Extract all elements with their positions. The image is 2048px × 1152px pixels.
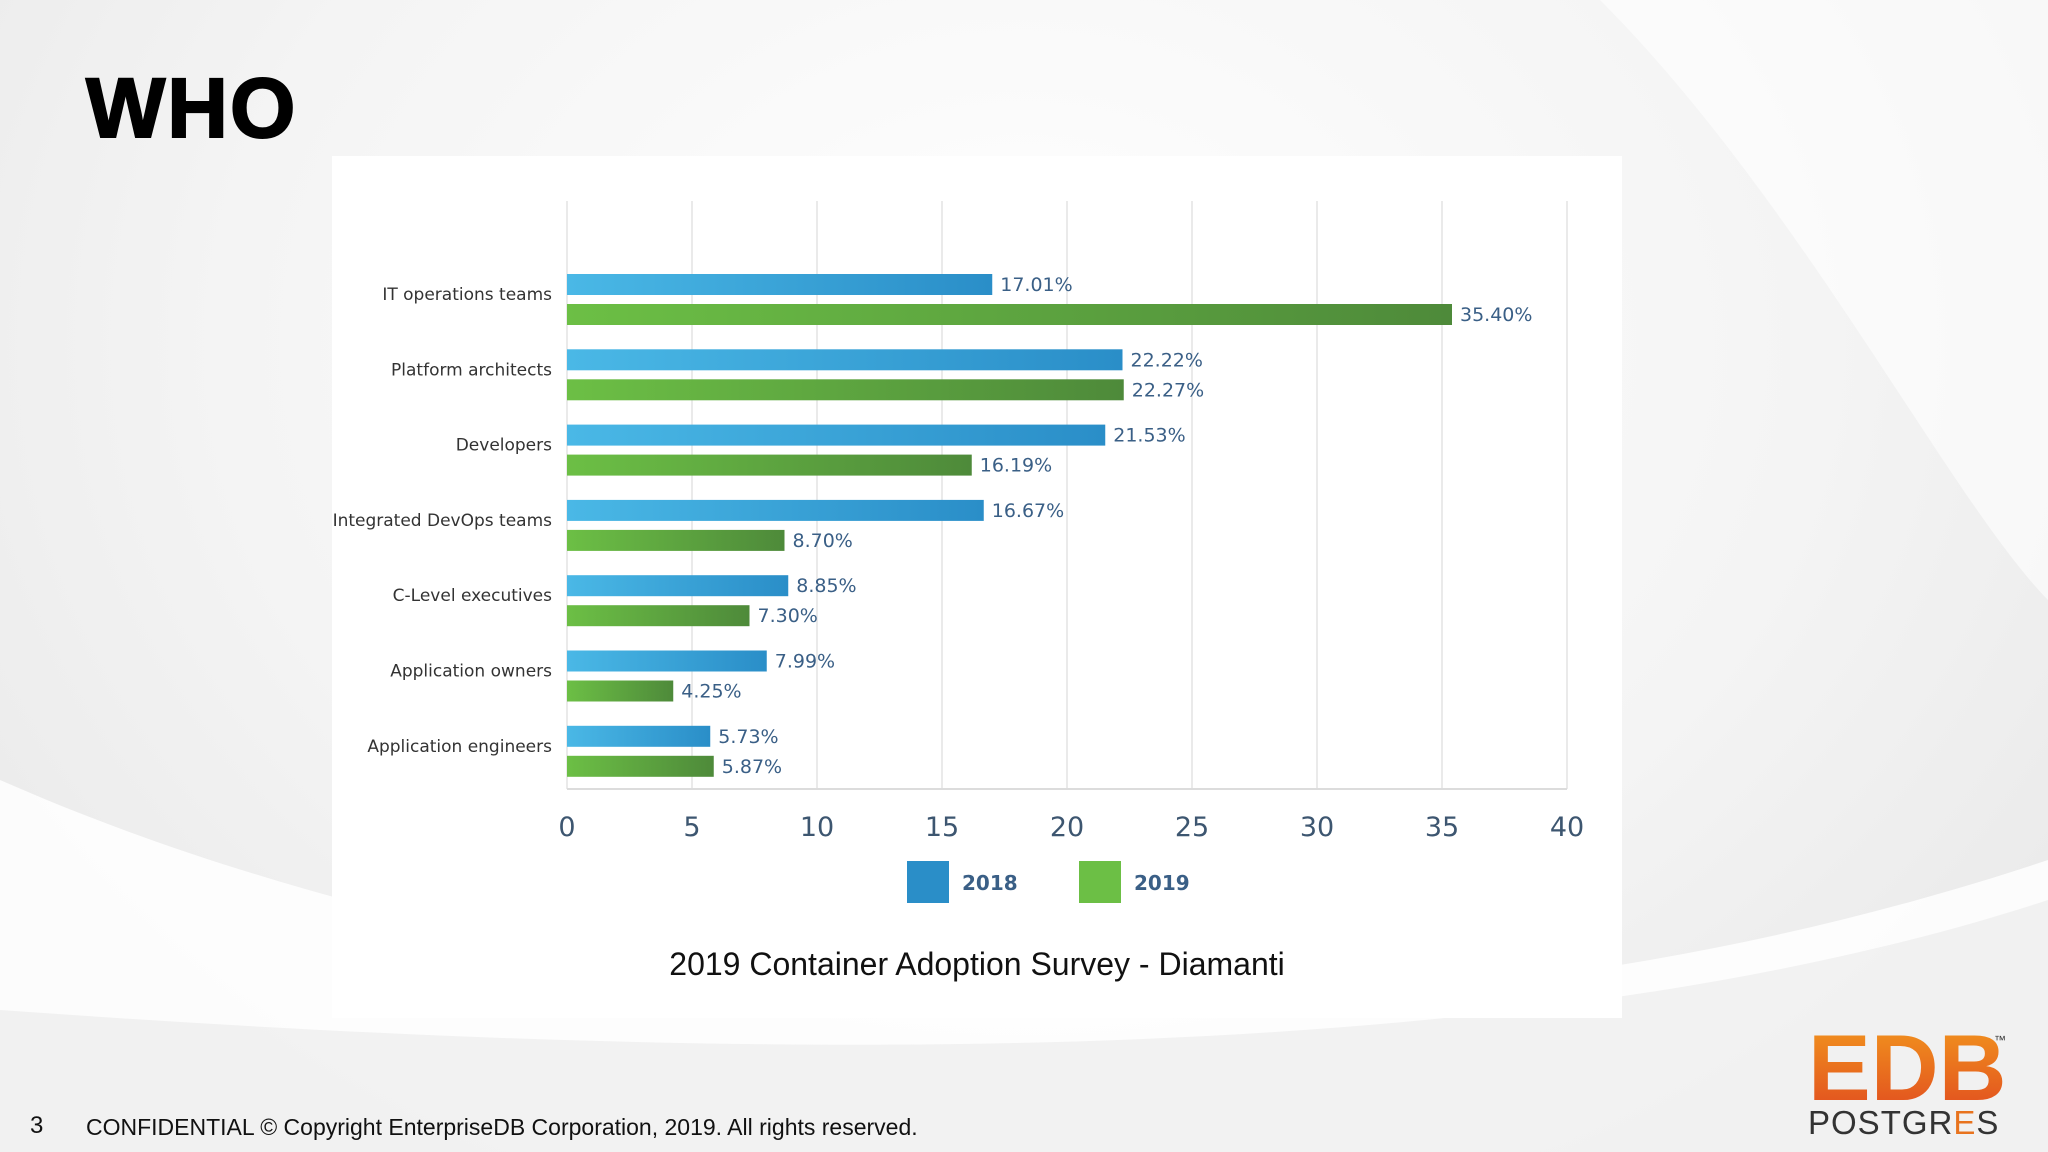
category-label: IT operations teams: [382, 285, 552, 305]
logo-word-prefix: POSTGR: [1808, 1104, 1954, 1141]
bar-2018: [567, 575, 789, 597]
bar-2018: [567, 499, 984, 521]
category-label: Developers: [456, 436, 552, 456]
bar-2018: [567, 650, 767, 672]
category-label: Application engineers: [367, 737, 552, 757]
data-label-2018: 21.53%: [1113, 425, 1185, 447]
bar-2018: [567, 349, 1123, 371]
chart-panel: 0 5 10 15 20 25 30 35 40 IT operations teams 17.01…: [332, 156, 1622, 1018]
bar-2019: [567, 304, 1452, 325]
slide-title: WHO: [85, 60, 298, 156]
legend-label-2019: 2019: [1134, 871, 1190, 895]
data-label-2019: 22.27%: [1132, 379, 1204, 401]
x-tick-label: 35: [1425, 812, 1459, 843]
x-tick-label: 20: [1050, 812, 1084, 843]
bar-2019: [567, 605, 750, 627]
data-label-2018: 8.85%: [796, 575, 856, 597]
x-tick-label: 0: [558, 812, 575, 843]
legend-label-2018: 2018: [962, 871, 1018, 895]
x-tick-label: 5: [683, 812, 700, 843]
data-label-2018: 16.67%: [992, 500, 1064, 522]
chart-caption: 2019 Container Adoption Survey - Diamant…: [669, 946, 1285, 982]
category-label: C-Level executives: [393, 586, 552, 606]
data-label-2018: 22.22%: [1131, 349, 1203, 371]
bar-2019: [567, 529, 785, 551]
bar-2018: [567, 274, 993, 295]
category-label: Integrated DevOps teams: [333, 511, 553, 531]
legend-swatch-2019: [1079, 861, 1121, 903]
data-label-2019: 4.25%: [681, 681, 741, 703]
x-tick-label: 10: [800, 812, 834, 843]
bar-2019: [567, 680, 674, 702]
x-tick-label: 25: [1175, 812, 1209, 843]
data-label-2019: 7.30%: [758, 605, 818, 627]
trademark-symbol: ™: [1994, 1033, 2006, 1047]
category-label: Platform architects: [391, 360, 552, 380]
data-label-2019: 5.87%: [722, 756, 782, 778]
x-tick-label: 30: [1300, 812, 1334, 843]
data-label-2018: 17.01%: [1000, 274, 1072, 296]
footer-copyright: CONFIDENTIAL © Copyright EnterpriseDB Co…: [86, 1114, 918, 1140]
x-tick-label: 40: [1550, 812, 1584, 843]
data-label-2019: 35.40%: [1460, 304, 1532, 326]
category-label: Application owners: [390, 662, 552, 682]
logo-mark-text: EDB: [1808, 1028, 2006, 1108]
data-label-2019: 8.70%: [793, 530, 853, 552]
data-label-2018: 7.99%: [775, 651, 835, 673]
logo-word-accent: E: [1953, 1104, 1977, 1141]
data-label-2018: 5.73%: [718, 726, 778, 748]
bar-2018: [567, 424, 1106, 446]
x-tick-label: 15: [925, 812, 959, 843]
page-number: 3: [30, 1112, 44, 1139]
bar-2018: [567, 725, 711, 747]
logo-wordmark: POSTGRES: [1808, 1104, 1999, 1142]
edb-postgres-logo: EDB ™ POSTGRES: [1808, 1015, 2008, 1142]
data-label-2019: 16.19%: [980, 455, 1052, 477]
edb-logo-mark: EDB ™: [1808, 1015, 2006, 1120]
bar-2019: [567, 454, 972, 476]
bar-2019: [567, 755, 714, 777]
logo-word-suffix: S: [1976, 1104, 2000, 1141]
bar-2019: [567, 379, 1124, 401]
bar-chart: 0 5 10 15 20 25 30 35 40 IT operations teams 17.01…: [333, 201, 1584, 903]
legend-swatch-2018: [907, 861, 949, 903]
